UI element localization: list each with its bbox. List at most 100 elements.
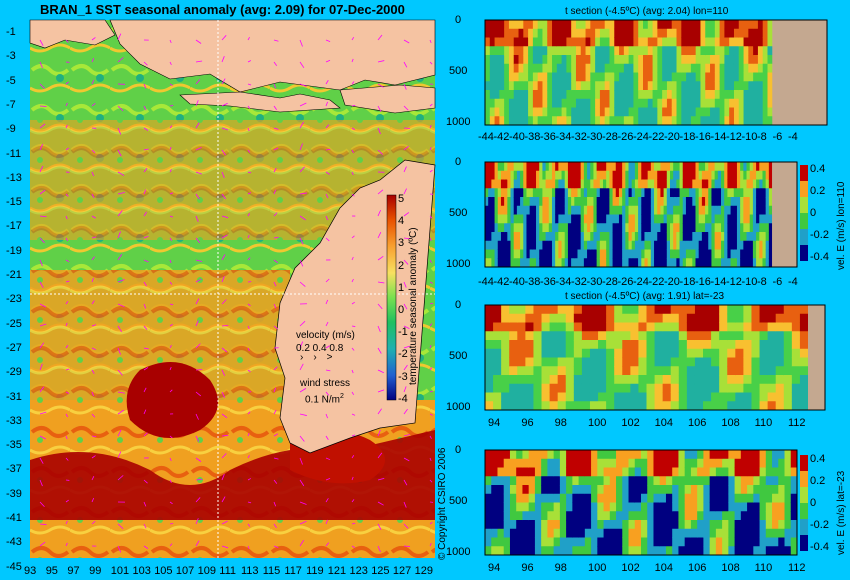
heatmap-cell	[517, 366, 526, 376]
heatmap-cell	[525, 340, 534, 350]
heatmap-cell	[695, 28, 701, 38]
heatmap-cell	[547, 520, 555, 530]
heatmap-cell	[678, 520, 686, 530]
heatmap-cell	[513, 90, 520, 100]
heatmap-cell	[717, 240, 722, 250]
velocity-arrow	[117, 475, 124, 481]
heatmap-cell	[710, 37, 716, 47]
heatmap-cell	[528, 546, 536, 556]
heatmap-cell	[756, 214, 760, 224]
heatmap-cell	[631, 249, 636, 259]
heatmap-cell	[566, 116, 572, 126]
heatmap-cell	[491, 458, 498, 468]
heatmap-cell	[591, 467, 598, 477]
heatmap-cell	[580, 28, 587, 38]
heatmap-cell	[700, 81, 706, 91]
heatmap-cell	[686, 331, 696, 341]
velocity-arrow	[91, 57, 95, 63]
heatmap-cell	[654, 383, 664, 393]
velocity-arrow	[169, 435, 173, 439]
heatmap-cell	[536, 179, 540, 189]
heatmap-cell	[698, 214, 703, 224]
heatmap-cell	[681, 116, 687, 126]
velocity-arrow	[273, 83, 277, 89]
heatmap-cell	[523, 170, 527, 180]
panel3-heatmap	[484, 304, 826, 411]
heatmap-cell	[672, 476, 679, 486]
heatmap-cell	[700, 72, 706, 82]
heatmap-cell	[727, 383, 736, 393]
heatmap-cell	[719, 383, 728, 393]
heatmap-cell	[767, 72, 773, 82]
heatmap-cell	[663, 214, 668, 224]
heatmap-cell	[690, 546, 698, 556]
heatmap-cell	[729, 107, 735, 117]
velocity-arrow	[169, 105, 174, 107]
velocity-arrow	[143, 432, 148, 437]
heatmap-cell	[672, 485, 679, 495]
heatmap-cell	[491, 537, 498, 547]
heatmap-cell	[552, 116, 558, 126]
heatmap-cell	[585, 81, 591, 91]
heatmap-cell	[730, 205, 735, 215]
velocity-arrow	[351, 256, 354, 261]
sst-colorbar-tick: -3	[398, 370, 408, 383]
heatmap-cell	[485, 116, 491, 126]
heatmap-cell	[638, 205, 642, 215]
colorbar-tick: 0.2	[810, 185, 826, 197]
velocity-arrow	[299, 102, 307, 107]
heatmap-cell	[509, 485, 517, 495]
velocity-arrow	[429, 344, 432, 349]
heatmap-cell	[557, 401, 567, 411]
velocity-arrow	[429, 435, 432, 439]
heatmap-cell	[597, 493, 605, 503]
heatmap-cell	[724, 197, 728, 207]
heatmap-cell	[494, 90, 500, 100]
heatmap-cell	[542, 28, 548, 38]
heatmap-cell	[728, 511, 736, 521]
heatmap-cell	[752, 188, 757, 198]
heatmap-cell	[513, 98, 520, 108]
heatmap-cell	[703, 520, 711, 530]
heatmap-cell	[504, 116, 510, 126]
heatmap-cell	[566, 511, 573, 521]
heatmap-cell	[703, 305, 712, 315]
heatmap-cell	[542, 223, 547, 233]
heatmap-cell	[628, 450, 636, 460]
heatmap-cell	[681, 107, 687, 117]
heatmap-cell	[631, 162, 636, 172]
heatmap-cell	[647, 249, 652, 259]
heatmap-cell	[596, 249, 601, 259]
heatmap-cell	[558, 240, 563, 250]
heatmap-cell	[507, 232, 512, 242]
heatmap-cell	[660, 179, 665, 189]
heatmap-cell	[493, 305, 502, 315]
heatmap-cell	[775, 401, 785, 411]
heatmap-cell	[751, 322, 761, 332]
heatmap-cell	[630, 322, 639, 332]
heatmap-cell	[662, 46, 668, 56]
velocity-arrow	[273, 189, 277, 195]
heatmap-cell	[638, 162, 642, 172]
heatmap-cell	[719, 375, 728, 385]
heatmap-cell	[681, 28, 687, 38]
heatmap-cell	[542, 116, 548, 126]
heatmap-cell	[700, 63, 706, 73]
heatmap-cell	[767, 340, 777, 350]
velocity-arrow	[273, 523, 277, 529]
heatmap-cell	[595, 46, 601, 56]
heatmap-cell	[491, 520, 498, 530]
heatmap-cell	[710, 98, 716, 108]
heatmap-cell	[714, 170, 719, 180]
heatmap-cell	[585, 28, 591, 38]
heatmap-cell	[485, 205, 489, 215]
heatmap-cell	[516, 188, 521, 198]
heatmap-cell	[730, 249, 735, 259]
heatmap-cell	[749, 197, 754, 207]
heatmap-cell	[715, 467, 723, 477]
heatmap-cell	[641, 214, 645, 224]
heatmap-cell	[542, 46, 548, 56]
heatmap-cell	[528, 55, 534, 65]
heatmap-cell	[508, 46, 515, 56]
heatmap-cell	[599, 188, 604, 198]
